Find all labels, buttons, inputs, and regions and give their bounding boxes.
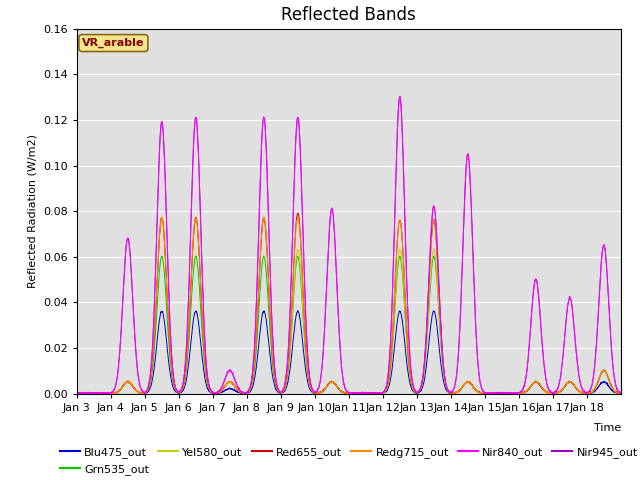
Nir840_out [73,390,81,396]
Yel580_out [73,391,81,396]
Redg715_out [534,380,542,386]
Yel580_out [192,214,200,220]
Nir945_out [485,391,493,396]
Title: Reflected Bands: Reflected Bands [282,6,416,24]
Nir840_out [617,390,625,396]
Grn535_out [467,381,474,386]
Blu475_out [534,380,542,386]
Yel580_out [617,391,625,396]
Red655_out [467,380,474,386]
Grn535_out [502,391,509,396]
Grn535_out [260,253,268,259]
Redg715_out [502,390,509,396]
Blu475_out [617,390,625,396]
Grn535_out [106,391,113,396]
Blu475_out [184,365,192,371]
Text: Time: Time [593,423,621,433]
Blu475_out [501,390,509,396]
Nir945_out [617,391,625,396]
Blu475_out [294,308,301,313]
Nir945_out [467,183,474,189]
Nir840_out [511,391,518,396]
Nir840_out [611,379,619,385]
Blu475_out [419,384,426,390]
Redg715_out [184,336,192,342]
Nir945_out [396,94,404,99]
Redg715_out [467,381,474,387]
Line: Red655_out: Red655_out [77,213,621,394]
Nir840_out [184,306,192,312]
Y-axis label: Reflected Radiation (W/m2): Reflected Radiation (W/m2) [28,134,38,288]
Yel580_out [467,381,474,387]
Legend: Blu475_out, Grn535_out, Yel580_out, Red655_out, Redg715_out, Nir840_out, Nir945_: Blu475_out, Grn535_out, Yel580_out, Red6… [55,443,640,479]
Grn535_out [617,391,625,396]
Redg715_out [419,376,426,382]
Red655_out [617,391,625,396]
Blu475_out [509,391,517,396]
Yel580_out [502,391,509,396]
Yel580_out [419,379,426,384]
Redg715_out [372,391,380,396]
Redg715_out [260,214,268,220]
Red655_out [374,391,382,396]
Yel580_out [611,388,619,394]
Line: Redg715_out: Redg715_out [77,217,621,394]
Nir840_out [501,391,509,396]
Redg715_out [617,391,625,396]
Red655_out [534,380,542,385]
Nir945_out [611,378,619,384]
Grn535_out [611,389,619,395]
Grn535_out [184,346,192,352]
Grn535_out [73,390,81,396]
Yel580_out [88,391,96,396]
Nir840_out [467,183,474,189]
Red655_out [611,389,619,395]
Grn535_out [419,380,426,385]
Line: Nir840_out: Nir840_out [77,97,621,394]
Yel580_out [534,380,542,386]
Redg715_out [611,388,619,394]
Line: Nir945_out: Nir945_out [77,96,621,394]
Line: Grn535_out: Grn535_out [77,256,621,394]
Red655_out [502,391,509,396]
Red655_out [184,337,192,343]
Nir840_out [396,94,404,100]
Line: Blu475_out: Blu475_out [77,311,621,394]
Text: VR_arable: VR_arable [82,38,145,48]
Nir945_out [73,390,81,396]
Blu475_out [467,380,474,386]
Redg715_out [73,391,81,396]
Nir945_out [534,287,542,293]
Line: Yel580_out: Yel580_out [77,217,621,394]
Nir945_out [419,376,426,382]
Nir945_out [184,306,192,312]
Blu475_out [73,390,81,396]
Blu475_out [611,390,619,396]
Nir840_out [419,376,426,382]
Grn535_out [534,380,542,385]
Yel580_out [184,334,192,339]
Nir840_out [534,287,542,293]
Red655_out [419,376,426,382]
Red655_out [73,390,81,396]
Nir945_out [502,390,509,396]
Red655_out [294,210,301,216]
